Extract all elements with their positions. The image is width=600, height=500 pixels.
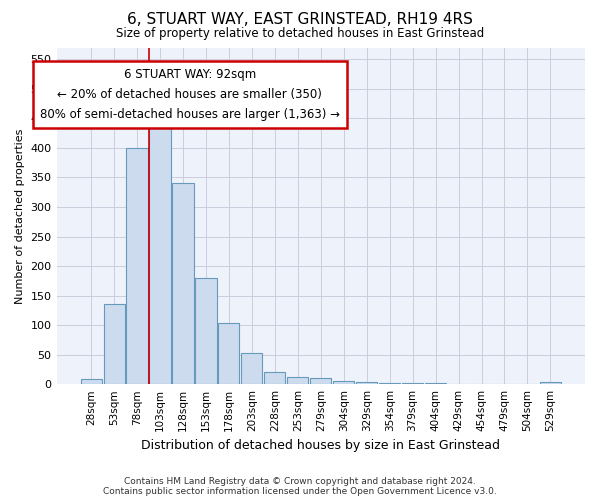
Bar — [149, 118, 170, 384]
Bar — [104, 304, 125, 384]
Text: 6, STUART WAY, EAST GRINSTEAD, RH19 4RS: 6, STUART WAY, EAST GRINSTEAD, RH19 4RS — [127, 12, 473, 28]
Bar — [310, 378, 331, 384]
Text: 6 STUART WAY: 92sqm
← 20% of detached houses are smaller (350)
80% of semi-detac: 6 STUART WAY: 92sqm ← 20% of detached ho… — [40, 68, 340, 121]
Bar — [287, 376, 308, 384]
Bar — [218, 324, 239, 384]
Bar — [356, 382, 377, 384]
Text: Size of property relative to detached houses in East Grinstead: Size of property relative to detached ho… — [116, 28, 484, 40]
Bar — [172, 184, 194, 384]
X-axis label: Distribution of detached houses by size in East Grinstead: Distribution of detached houses by size … — [141, 440, 500, 452]
Bar — [127, 148, 148, 384]
Bar — [264, 372, 286, 384]
Bar — [402, 383, 423, 384]
Text: Contains HM Land Registry data © Crown copyright and database right 2024.: Contains HM Land Registry data © Crown c… — [124, 477, 476, 486]
Bar — [425, 383, 446, 384]
Bar — [196, 278, 217, 384]
Bar — [379, 383, 400, 384]
Bar — [540, 382, 561, 384]
Bar — [80, 380, 101, 384]
Bar — [333, 381, 354, 384]
Y-axis label: Number of detached properties: Number of detached properties — [15, 128, 25, 304]
Bar — [241, 354, 262, 384]
Text: Contains public sector information licensed under the Open Government Licence v3: Contains public sector information licen… — [103, 487, 497, 496]
